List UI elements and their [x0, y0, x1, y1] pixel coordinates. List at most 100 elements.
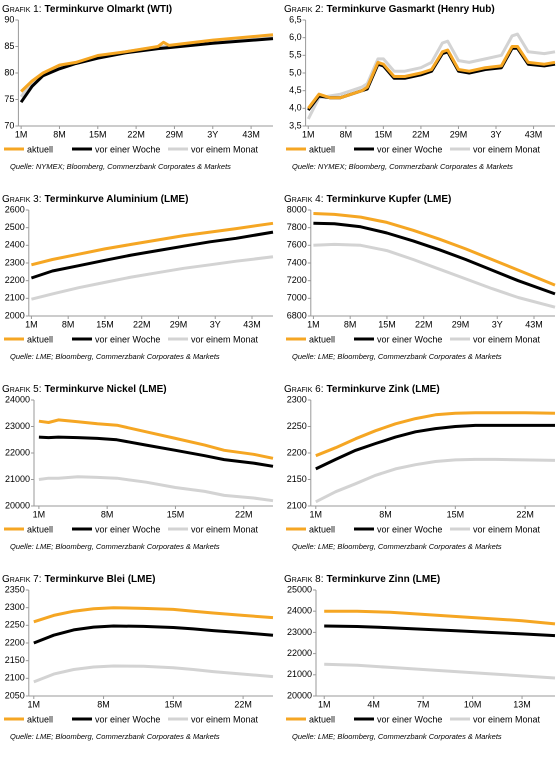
chart-label: Grafik 7: — [2, 574, 42, 585]
legend-label: vor einer Woche — [95, 714, 160, 724]
x-tick-label: 43M — [525, 319, 543, 329]
x-tick-label: 22M — [516, 509, 534, 519]
y-tick-label: 4,0 — [289, 103, 302, 113]
x-tick-label: 8M — [53, 129, 66, 139]
x-tick-label: 15M — [96, 319, 114, 329]
x-tick-label: 1M — [28, 699, 41, 709]
legend-label: vor einem Monat — [191, 334, 259, 344]
y-tick-label: 2250 — [5, 620, 25, 630]
x-tick-label: 3Y — [210, 319, 221, 329]
chart-panel: Grafik 7: Terminkurve Blei (LME) 2050 2100 2… — [2, 574, 274, 741]
x-tick-label: 1M — [310, 509, 323, 519]
series-line — [33, 624, 274, 645]
series-line — [31, 255, 274, 301]
y-tick-label: 5,0 — [289, 67, 302, 77]
y-tick-label: 2000 — [5, 310, 25, 320]
series-line — [33, 664, 274, 684]
chart-title-text: Terminkurve Aluminium (LME) — [45, 194, 189, 205]
y-tick-label: 2600 — [5, 204, 25, 214]
y-tick-label: 22000 — [287, 648, 312, 658]
x-tick-label: 15M — [167, 509, 185, 519]
x-tick-label: 29M — [166, 129, 184, 139]
y-tick-label: 23000 — [287, 627, 312, 637]
y-tick-label: 2100 — [5, 673, 25, 683]
chart-label: Grafik 8: — [284, 574, 324, 585]
chart-label: Grafik 1: — [2, 4, 42, 15]
x-tick-label: 22M — [415, 319, 433, 329]
chart-title-text: Terminkurve Nickel (LME) — [45, 384, 167, 395]
legend-label: vor einem Monat — [473, 144, 541, 154]
x-tick-label: 22M — [234, 699, 252, 709]
legend-label: vor einem Monat — [473, 524, 541, 534]
x-tick-label: 1M — [15, 129, 28, 139]
x-tick-label: 8M — [62, 319, 75, 329]
y-tick-label: 21000 — [287, 669, 312, 679]
chart-title: Grafik 8: Terminkurve Zinn (LME) — [284, 574, 440, 585]
y-tick-label: 5,5 — [289, 50, 302, 60]
series-line — [38, 435, 274, 468]
y-tick-label: 2250 — [287, 421, 307, 431]
series-line — [313, 242, 556, 309]
legend-label: aktuell — [27, 524, 53, 534]
legend-label: vor einer Woche — [377, 334, 442, 344]
chart-title: Grafik 7: Terminkurve Blei (LME) — [2, 574, 155, 585]
series-line — [30, 230, 274, 280]
x-tick-label: 4M — [367, 699, 380, 709]
x-tick-label: 43M — [242, 129, 260, 139]
legend-label: vor einem Monat — [191, 144, 259, 154]
source: Quelle: LME; Bloomberg, Commerzbank Corp… — [292, 352, 502, 361]
series-line — [315, 423, 555, 471]
chart-title-text: Terminkurve Kupfer (LME) — [327, 194, 452, 205]
series-line — [307, 46, 556, 112]
y-tick-label: 24000 — [5, 394, 30, 404]
chart-panel: Grafik 4: Terminkurve Kupfer (LME) 6800 700… — [284, 194, 556, 361]
y-tick-label: 7400 — [287, 257, 307, 267]
chart-title-text: Terminkurve Gasmarkt (Henry Hub) — [327, 4, 495, 15]
x-tick-label: 1M — [33, 509, 46, 519]
y-tick-label: 2300 — [5, 257, 25, 267]
legend-label: aktuell — [309, 144, 335, 154]
x-tick-label: 3Y — [207, 129, 218, 139]
chart-title-text: Terminkurve Zinn (LME) — [327, 574, 441, 585]
legend-label: aktuell — [27, 144, 53, 154]
legend-label: vor einer Woche — [95, 334, 160, 344]
chart-title: Grafik 4: Terminkurve Kupfer (LME) — [284, 194, 451, 205]
x-tick-label: 3Y — [492, 319, 503, 329]
y-tick-label: 20000 — [5, 500, 30, 510]
legend-label: vor einer Woche — [95, 524, 160, 534]
series-line — [307, 45, 556, 110]
y-tick-label: 6,5 — [289, 14, 302, 24]
series-line — [31, 221, 274, 267]
y-tick-label: 7000 — [287, 293, 307, 303]
y-tick-label: 20000 — [287, 690, 312, 700]
series-line — [38, 418, 274, 460]
legend-label: vor einem Monat — [473, 714, 541, 724]
series-line — [315, 411, 556, 458]
x-tick-label: 43M — [525, 129, 543, 139]
y-tick-label: 24000 — [287, 606, 312, 616]
y-tick-label: 2150 — [287, 474, 307, 484]
x-tick-label: 8M — [344, 319, 357, 329]
y-tick-label: 2200 — [5, 275, 25, 285]
x-tick-label: 7M — [417, 699, 430, 709]
legend-label: vor einer Woche — [377, 524, 442, 534]
y-tick-label: 7800 — [287, 222, 307, 232]
source: Quelle: NYMEX; Bloomberg, Commerzbank Co… — [10, 162, 231, 171]
chart-title: Grafik 2: Terminkurve Gasmarkt (Henry Hub… — [284, 4, 495, 15]
chart-label: Grafik 5: — [2, 384, 42, 395]
x-tick-label: 1M — [302, 129, 315, 139]
series-line — [313, 221, 556, 296]
x-tick-label: 13M — [513, 699, 531, 709]
x-tick-label: 29M — [170, 319, 188, 329]
chart-label: Grafik 3: — [2, 194, 42, 205]
source: Quelle: LME; Bloomberg, Commerzbank Corp… — [10, 732, 220, 741]
y-tick-label: 90 — [4, 14, 14, 24]
x-tick-label: 22M — [412, 129, 430, 139]
x-tick-label: 8M — [101, 509, 114, 519]
y-tick-label: 3,5 — [289, 120, 302, 130]
y-tick-label: 2200 — [5, 637, 25, 647]
chart-label: Grafik 4: — [284, 194, 324, 205]
source: Quelle: LME; Bloomberg, Commerzbank Corp… — [292, 732, 502, 741]
series-line — [306, 32, 556, 120]
chart-panel: Grafik 5: Terminkurve Nickel (LME) 20000 21… — [2, 384, 274, 551]
